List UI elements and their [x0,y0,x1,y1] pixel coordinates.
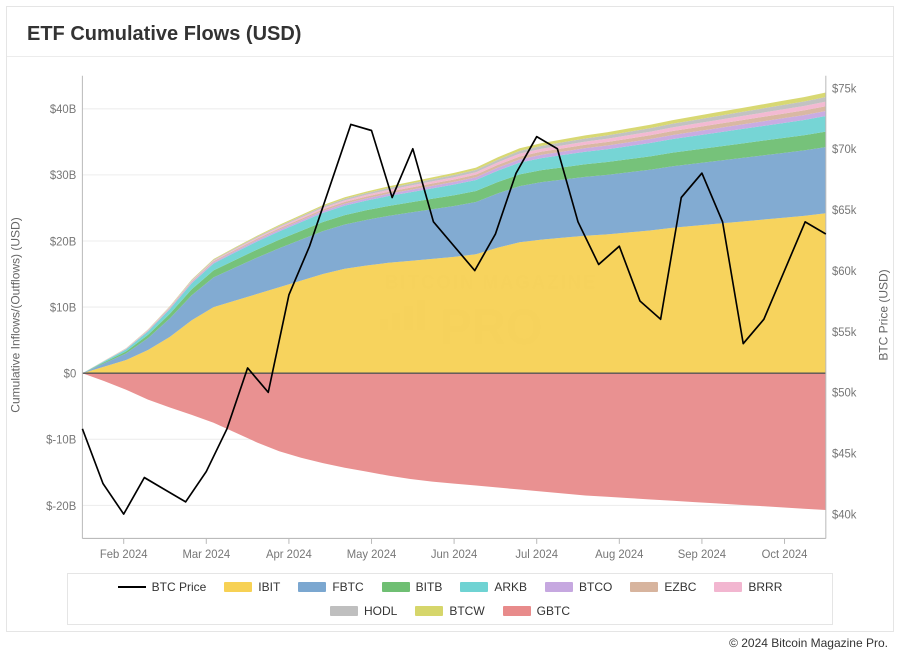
legend-label: BTCO [579,580,612,594]
legend-label: BTCW [449,604,484,618]
y-axis-label-right: BTC Price (USD) [875,57,893,573]
svg-text:Aug 2024: Aug 2024 [595,548,644,561]
svg-text:Oct 2024: Oct 2024 [762,548,808,561]
chart-panel: ETF Cumulative Flows (USD) Cumulative In… [6,6,894,632]
page-root: ETF Cumulative Flows (USD) Cumulative In… [0,0,900,660]
svg-text:$70k: $70k [832,143,857,156]
legend-swatch-line [118,586,146,588]
copyright: © 2024 Bitcoin Magazine Pro. [6,632,894,650]
legend-swatch [330,606,358,616]
legend-swatch [714,582,742,592]
legend-item-btco: BTCO [545,580,612,594]
svg-text:Jul 2024: Jul 2024 [515,548,558,561]
plot-row: Cumulative Inflows/(Outflows) (USD) $-20… [7,57,893,573]
legend-item-btc-price: BTC Price [118,580,207,594]
svg-text:$45k: $45k [832,447,857,460]
svg-text:$55k: $55k [832,326,857,339]
svg-text:$65k: $65k [832,204,857,217]
svg-text:$20B: $20B [50,235,77,248]
legend-swatch [503,606,531,616]
svg-text:$10B: $10B [50,301,77,314]
legend-swatch [630,582,658,592]
legend-swatch [545,582,573,592]
legend-label: ARKB [494,580,527,594]
svg-text:$40B: $40B [50,103,77,116]
legend-item-btcw: BTCW [415,604,484,618]
legend-swatch [224,582,252,592]
chart-svg: $-20B $-10B $0 $10B $20B $30B $40B $40k $45k $50k… [29,67,871,569]
svg-text:$40k: $40k [832,508,857,521]
legend-label: BITB [416,580,443,594]
svg-text:May 2024: May 2024 [347,548,397,561]
svg-text:Jun 2024: Jun 2024 [431,548,478,561]
legend-swatch [460,582,488,592]
legend-item-arkb: ARKB [460,580,527,594]
legend-item-ibit: IBIT [224,580,280,594]
legend-item-fbtc: FBTC [298,580,363,594]
legend-label: BTC Price [152,580,207,594]
svg-text:Feb 2024: Feb 2024 [100,548,148,561]
svg-text:Apr 2024: Apr 2024 [266,548,312,561]
legend-item-ezbc: EZBC [630,580,696,594]
svg-text:$50k: $50k [832,386,857,399]
chart-title: ETF Cumulative Flows (USD) [7,7,893,57]
y-axis-label-left: Cumulative Inflows/(Outflows) (USD) [7,57,25,573]
legend-label: BRRR [748,580,782,594]
legend-label: FBTC [332,580,363,594]
legend-item-gbtc: GBTC [503,604,570,618]
legend-label: EZBC [664,580,696,594]
svg-text:Sep 2024: Sep 2024 [678,548,727,561]
legend-label: HODL [364,604,397,618]
svg-text:$-20B: $-20B [46,499,76,512]
svg-text:$75k: $75k [832,82,857,95]
legend-item-hodl: HODL [330,604,397,618]
legend-item-brrr: BRRR [714,580,782,594]
svg-text:$30B: $30B [50,169,77,182]
legend-swatch [382,582,410,592]
legend-item-bitb: BITB [382,580,443,594]
plot-area: $-20B $-10B $0 $10B $20B $30B $40B $40k $45k $50k… [25,57,875,573]
svg-text:$0: $0 [64,367,77,380]
legend-label: IBIT [258,580,280,594]
legend-swatch [298,582,326,592]
svg-text:$-10B: $-10B [46,433,76,446]
svg-text:$60k: $60k [832,265,857,278]
legend-swatch [415,606,443,616]
svg-text:Mar 2024: Mar 2024 [182,548,230,561]
legend: BTC Price IBIT FBTC BITB ARKB BTCO EZBC BRRR HOD… [67,573,833,625]
legend-label: GBTC [537,604,570,618]
